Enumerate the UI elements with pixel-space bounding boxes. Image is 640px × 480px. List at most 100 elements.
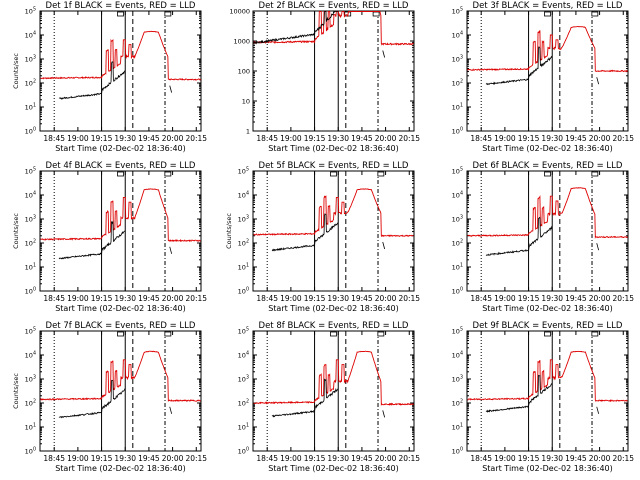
y-tick-label: 102 [452,239,463,248]
y-tick-label: 102 [452,79,463,88]
x-tick-label: 19:45 [565,454,587,463]
x-tick-label: 19:45 [565,294,587,303]
interval-marker-box [544,331,551,337]
plot-frame [252,330,415,452]
x-tick-label: 19:00 [67,134,89,143]
x-tick-label: 20:15 [185,294,207,303]
series-events-line [58,61,126,100]
y-tick-label: 104 [25,191,36,200]
x-tick-label: 19:15 [304,454,326,463]
panel-title: Det 5f BLACK = Events, RED = LLD [259,161,409,171]
plot-frame [39,10,202,132]
interval-marker-box [544,11,551,17]
x-tick-label: 19:30 [541,454,563,463]
x-tick-label: 19:45 [138,134,160,143]
y-tick-label: 105 [452,167,463,176]
x-tick-label: 19:45 [351,134,373,143]
x-tick-label: 19:00 [494,294,516,303]
y-tick-label: 102 [452,399,463,408]
x-tick-label: 20:00 [375,454,397,463]
x-tick-label: 20:00 [375,294,397,303]
x-tick-label: 19:15 [91,294,113,303]
y-tick-label: 100 [238,447,249,456]
x-tick-label: 20:15 [612,294,634,303]
x-tick-label: 19:00 [280,294,302,303]
x-axis-label: Start Time (02-Dec-02 18:36:40) [482,464,613,473]
plot-frame [39,330,202,452]
panel-title: Det 9f BLACK = Events, RED = LLD [473,321,623,331]
y-tick-label: 1000 [233,38,250,46]
y-tick-label: 100 [238,68,250,76]
series-events-tail [596,406,600,414]
x-tick-label: 20:00 [162,454,184,463]
plot-frame [466,10,629,132]
y-tick-label: 104 [452,31,463,40]
x-tick-label: 19:30 [541,134,563,143]
y-tick-label: 103 [25,55,36,64]
series-lld-line [253,11,414,46]
interval-marker-box [591,11,599,17]
x-tick-label: 19:15 [91,134,113,143]
x-tick-label: 20:15 [398,454,420,463]
y-tick-label: 103 [238,375,249,384]
y-tick-label: 105 [25,327,36,336]
x-tick-label: 18:45 [43,294,65,303]
series-lld-line [40,350,201,402]
interval-marker-box [544,171,551,177]
y-tick-label: 10000 [229,8,250,16]
series-events-tail [169,406,173,414]
x-tick-label: 19:00 [280,134,302,143]
x-tick-label: 20:00 [162,294,184,303]
x-tick-label: 19:45 [351,294,373,303]
y-tick-label: 102 [238,399,249,408]
x-tick-label: 19:00 [280,454,302,463]
y-tick-label: 103 [238,215,249,224]
y-tick-label: 101 [238,423,249,432]
series-lld-line [467,187,628,239]
y-tick-label: 105 [25,7,36,16]
panel-title: Det 7f BLACK = Events, RED = LLD [46,321,196,331]
x-tick-label: 19:30 [114,454,136,463]
y-tick-label: 101 [25,103,36,112]
series-events-line [485,46,553,86]
y-tick-label: 102 [25,79,36,88]
interval-marker-box [372,11,380,17]
interval-marker-box [164,331,172,337]
y-tick-label: 105 [452,327,463,336]
x-tick-label: 20:00 [375,134,397,143]
plot-frame [252,10,415,132]
x-tick-label: 19:15 [518,454,540,463]
x-tick-label: 19:30 [541,294,563,303]
series-events-line [58,220,126,260]
plot-frame [252,170,415,292]
x-axis-label: Start Time (02-Dec-02 18:36:40) [55,144,186,153]
y-tick-label: 104 [452,191,463,200]
series-lld-line [253,188,414,238]
x-axis-label: Start Time (02-Dec-02 18:36:40) [55,464,186,473]
x-axis-label: Start Time (02-Dec-02 18:36:40) [268,464,399,473]
y-axis-label: Counts/sec [225,213,233,249]
y-axis-label: Counts/sec [12,213,20,249]
x-tick-label: 19:15 [91,454,113,463]
series-events-tail [382,50,386,58]
series-events-tail [596,243,600,251]
y-tick-label: 100 [25,287,36,296]
x-tick-label: 20:00 [589,294,611,303]
x-axis-label: Start Time (02-Dec-02 18:36:40) [268,144,399,153]
x-axis-label: Start Time (02-Dec-02 18:36:40) [268,304,399,313]
y-tick-label: 103 [452,375,463,384]
x-tick-label: 19:30 [327,134,349,143]
x-axis-label: Start Time (02-Dec-02 18:36:40) [55,304,186,313]
y-tick-label: 102 [25,239,36,248]
interval-marker-box [377,171,385,177]
series-lld-line [40,30,201,81]
y-tick-label: 103 [25,215,36,224]
series-events-line [252,11,339,45]
y-tick-label: 1 [246,128,250,136]
series-lld-line [40,188,201,243]
y-axis-label: Counts/sec [12,53,20,89]
